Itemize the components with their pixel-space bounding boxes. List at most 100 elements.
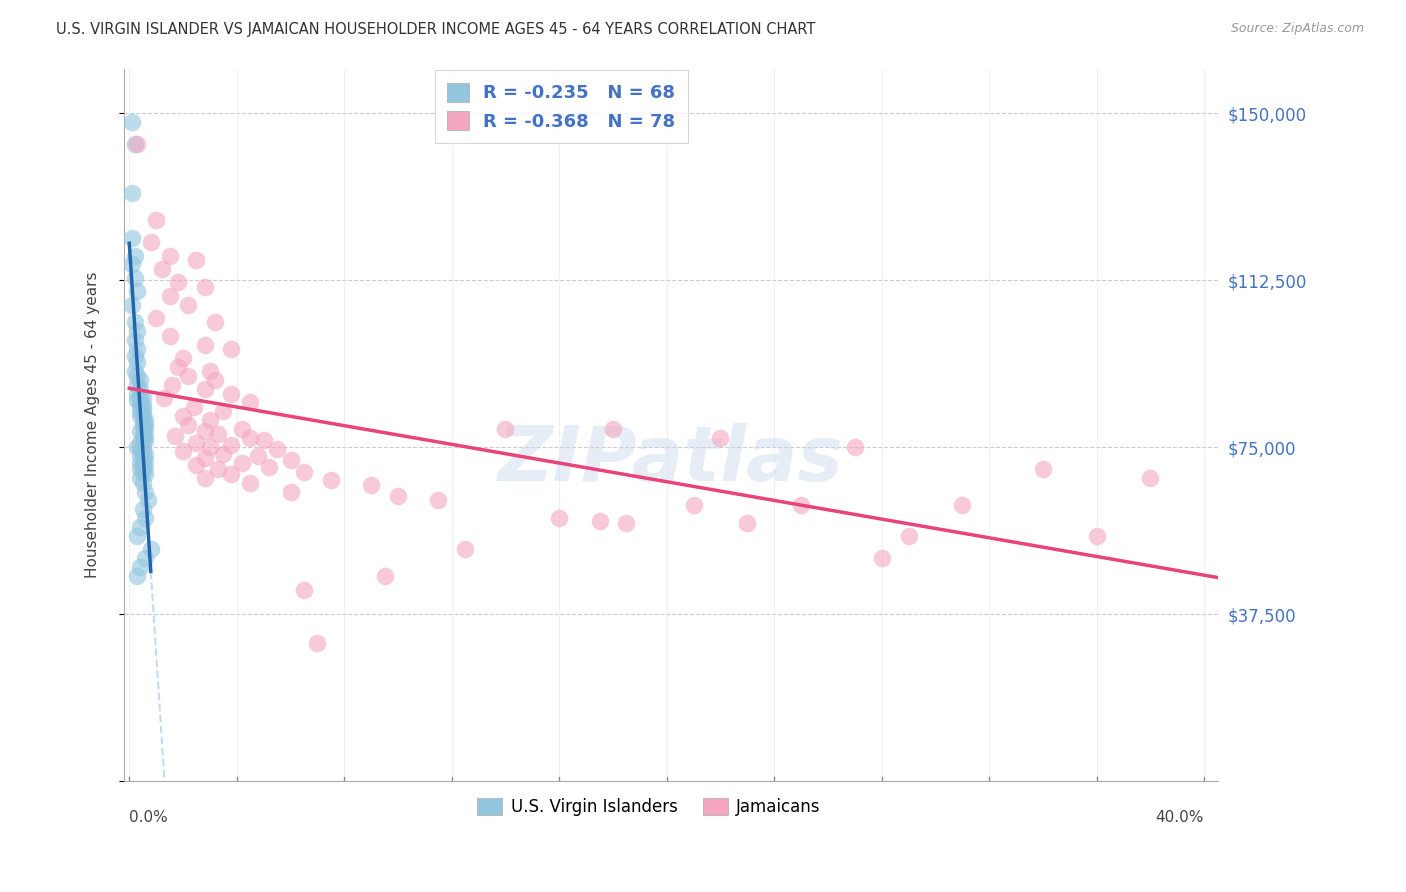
Point — [454, 542, 477, 557]
Point — [682, 498, 704, 512]
Point — [129, 449, 152, 463]
Point — [121, 231, 143, 245]
Point — [172, 444, 194, 458]
Point — [221, 386, 243, 401]
Point — [129, 471, 152, 485]
Text: Source: ZipAtlas.com: Source: ZipAtlas.com — [1230, 22, 1364, 36]
Point — [166, 275, 188, 289]
Point — [134, 453, 156, 467]
Point — [159, 248, 181, 262]
Point — [495, 422, 517, 436]
Point — [124, 137, 146, 152]
Point — [132, 398, 155, 412]
Point — [145, 213, 167, 227]
Point — [360, 478, 382, 492]
Point — [129, 404, 152, 418]
Point — [150, 261, 173, 276]
Point — [193, 382, 215, 396]
Point — [1085, 529, 1108, 543]
Point — [129, 395, 152, 409]
Point — [134, 422, 156, 436]
Point — [121, 186, 143, 201]
Point — [132, 458, 155, 472]
Point — [127, 386, 149, 401]
Point — [129, 520, 152, 534]
Point — [616, 516, 638, 530]
Point — [159, 288, 181, 302]
Point — [134, 511, 156, 525]
Point — [186, 252, 208, 267]
Point — [1247, 518, 1270, 533]
Point — [136, 493, 159, 508]
Point — [134, 413, 156, 427]
Point — [204, 373, 226, 387]
Point — [132, 465, 155, 479]
Point — [127, 284, 149, 298]
Y-axis label: Householder Income Ages 45 - 64 years: Householder Income Ages 45 - 64 years — [86, 271, 100, 578]
Point — [221, 342, 243, 356]
Point — [162, 377, 184, 392]
Point — [127, 569, 149, 583]
Point — [193, 425, 215, 439]
Point — [207, 426, 229, 441]
Point — [204, 315, 226, 329]
Point — [1139, 471, 1161, 485]
Point — [121, 115, 143, 129]
Point — [427, 493, 450, 508]
Point — [387, 489, 409, 503]
Point — [134, 417, 156, 432]
Point — [132, 502, 155, 516]
Point — [132, 411, 155, 425]
Point — [239, 431, 262, 445]
Point — [134, 467, 156, 481]
Point — [129, 560, 152, 574]
Point — [132, 444, 155, 458]
Point — [129, 389, 152, 403]
Point — [127, 393, 149, 408]
Point — [950, 498, 973, 512]
Point — [132, 475, 155, 490]
Point — [127, 377, 149, 392]
Point — [198, 364, 221, 378]
Text: 40.0%: 40.0% — [1156, 810, 1204, 824]
Point — [588, 514, 610, 528]
Point — [163, 429, 186, 443]
Point — [134, 429, 156, 443]
Point — [212, 404, 235, 418]
Point — [790, 498, 813, 512]
Point — [186, 435, 208, 450]
Point — [129, 382, 152, 396]
Point — [239, 475, 262, 490]
Point — [198, 440, 221, 454]
Point — [257, 460, 280, 475]
Point — [145, 310, 167, 325]
Point — [172, 409, 194, 423]
Point — [129, 409, 152, 423]
Point — [127, 440, 149, 454]
Point — [602, 422, 624, 436]
Point — [132, 402, 155, 417]
Point — [132, 416, 155, 430]
Point — [844, 440, 866, 454]
Point — [1032, 462, 1054, 476]
Point — [139, 235, 162, 250]
Point — [253, 434, 276, 448]
Point — [132, 426, 155, 441]
Point — [186, 458, 208, 472]
Point — [127, 137, 149, 152]
Text: 0.0%: 0.0% — [129, 810, 169, 824]
Point — [548, 511, 571, 525]
Point — [247, 449, 270, 463]
Point — [193, 337, 215, 351]
Point — [139, 542, 162, 557]
Point — [132, 451, 155, 466]
Point — [172, 351, 194, 365]
Point — [134, 434, 156, 448]
Point — [129, 462, 152, 476]
Text: U.S. VIRGIN ISLANDER VS JAMAICAN HOUSEHOLDER INCOME AGES 45 - 64 YEARS CORRELATI: U.S. VIRGIN ISLANDER VS JAMAICAN HOUSEHO… — [56, 22, 815, 37]
Point — [897, 529, 920, 543]
Point — [134, 460, 156, 475]
Point — [198, 413, 221, 427]
Point — [153, 391, 176, 405]
Point — [292, 582, 315, 597]
